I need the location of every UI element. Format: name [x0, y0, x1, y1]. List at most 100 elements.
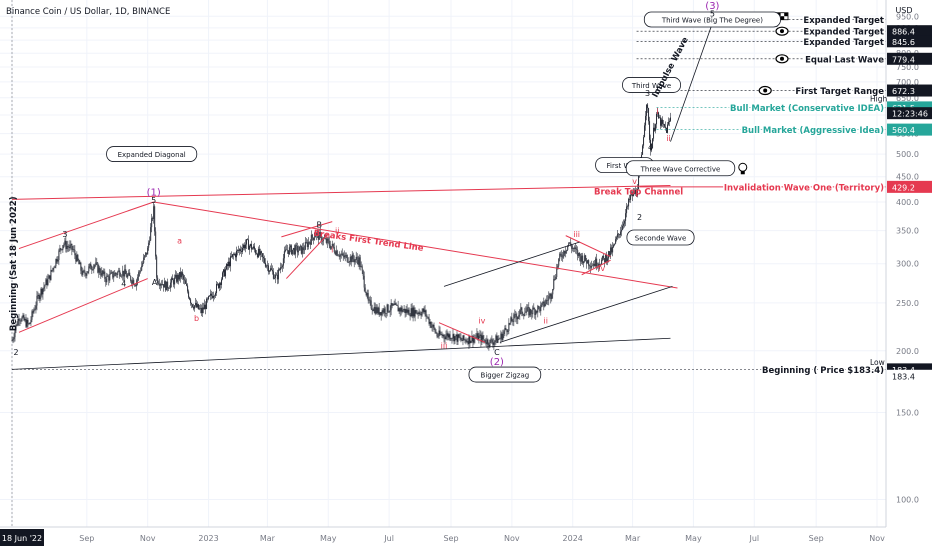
candle-up	[17, 318, 19, 326]
candle-down	[603, 255, 605, 259]
candle-up	[412, 307, 414, 317]
candle-down	[302, 247, 304, 251]
candle-down	[356, 256, 358, 260]
candle-down	[343, 255, 345, 258]
candle-down	[234, 254, 236, 258]
candle-down	[369, 299, 371, 301]
candle-up	[591, 265, 593, 268]
candle-down	[191, 303, 193, 305]
candle-down	[176, 274, 178, 282]
candle-down	[619, 234, 621, 235]
candle-up	[524, 312, 526, 316]
candle-down	[285, 249, 287, 251]
candle-up	[616, 237, 618, 240]
candle-up	[29, 322, 31, 325]
candle-up	[422, 308, 424, 312]
candle-up	[659, 117, 661, 119]
candle-down	[133, 279, 135, 285]
candle-up	[607, 258, 609, 262]
candle-down	[506, 329, 508, 332]
candle-up	[630, 194, 632, 200]
candle-down	[229, 261, 231, 267]
price-scale-badge	[887, 123, 932, 136]
candle-down	[193, 306, 195, 309]
candle-up	[114, 272, 116, 276]
candle-down	[460, 337, 462, 340]
currency-label[interactable]: USD	[895, 6, 912, 15]
wave-label: 2	[637, 213, 642, 222]
price-tick-label: 950.0	[896, 12, 919, 21]
candle-up	[269, 268, 271, 271]
candle-up	[452, 334, 454, 339]
candle-down	[154, 206, 156, 232]
candle-down	[211, 293, 213, 296]
candle-up	[335, 250, 337, 255]
wave-label: 3	[62, 230, 67, 239]
candle-down	[547, 300, 549, 301]
candle-up	[468, 336, 470, 344]
candle-up	[442, 334, 444, 336]
candle-down	[38, 294, 40, 300]
candle-down	[67, 245, 69, 247]
level-label: Invalidation Wave One (Territory)	[724, 183, 884, 193]
candle-down	[311, 234, 313, 238]
wave-label: b	[194, 314, 199, 323]
candle-up	[241, 247, 243, 252]
candle-up	[574, 247, 576, 249]
candle-up	[486, 339, 488, 344]
candle-up	[37, 294, 39, 296]
candle-down	[439, 330, 441, 335]
candle-down	[367, 293, 369, 301]
candle-down	[196, 303, 198, 308]
candle-down	[543, 301, 545, 307]
candle-down	[260, 251, 262, 254]
candle-up	[151, 218, 153, 228]
candle-up	[493, 342, 495, 345]
candle-up	[601, 259, 603, 265]
candle-up	[520, 307, 522, 310]
candle-up	[12, 339, 14, 341]
candle-up	[429, 321, 431, 324]
candle-down	[427, 316, 429, 318]
candle-down	[395, 303, 397, 305]
candle-up	[432, 324, 434, 327]
candle-down	[28, 323, 30, 325]
candle-up	[613, 244, 615, 248]
candle-down	[168, 288, 170, 289]
candle-up	[558, 258, 560, 266]
time-tick-label: Sep	[443, 534, 458, 543]
candle-up	[548, 296, 550, 301]
candle-down	[441, 334, 443, 336]
candle-up	[147, 247, 149, 255]
candle-up	[221, 279, 223, 285]
candle-up	[42, 288, 44, 295]
candle-up	[527, 307, 529, 308]
price-scale-badge	[887, 84, 932, 97]
candle-up	[162, 284, 164, 285]
candle-up	[503, 331, 505, 334]
candle-down	[115, 272, 117, 274]
candle-down	[81, 270, 83, 275]
candle-up	[595, 258, 597, 267]
candle-up	[128, 272, 130, 276]
candle-up	[559, 253, 561, 259]
candle-down	[571, 245, 573, 249]
candle-down	[465, 339, 467, 342]
candle-up	[213, 295, 215, 298]
flag-check	[784, 12, 788, 17]
candle-up	[424, 310, 426, 313]
candle-up	[398, 308, 400, 312]
candle-up	[489, 339, 491, 347]
candle-down	[264, 262, 266, 267]
candle-down	[167, 281, 169, 289]
candle-up	[454, 336, 456, 342]
candle-down	[189, 297, 191, 300]
time-marker-badge	[0, 529, 44, 546]
candle-up	[518, 314, 520, 317]
candle-up	[216, 284, 218, 294]
candle-down	[663, 123, 665, 125]
candle-down	[78, 260, 80, 265]
